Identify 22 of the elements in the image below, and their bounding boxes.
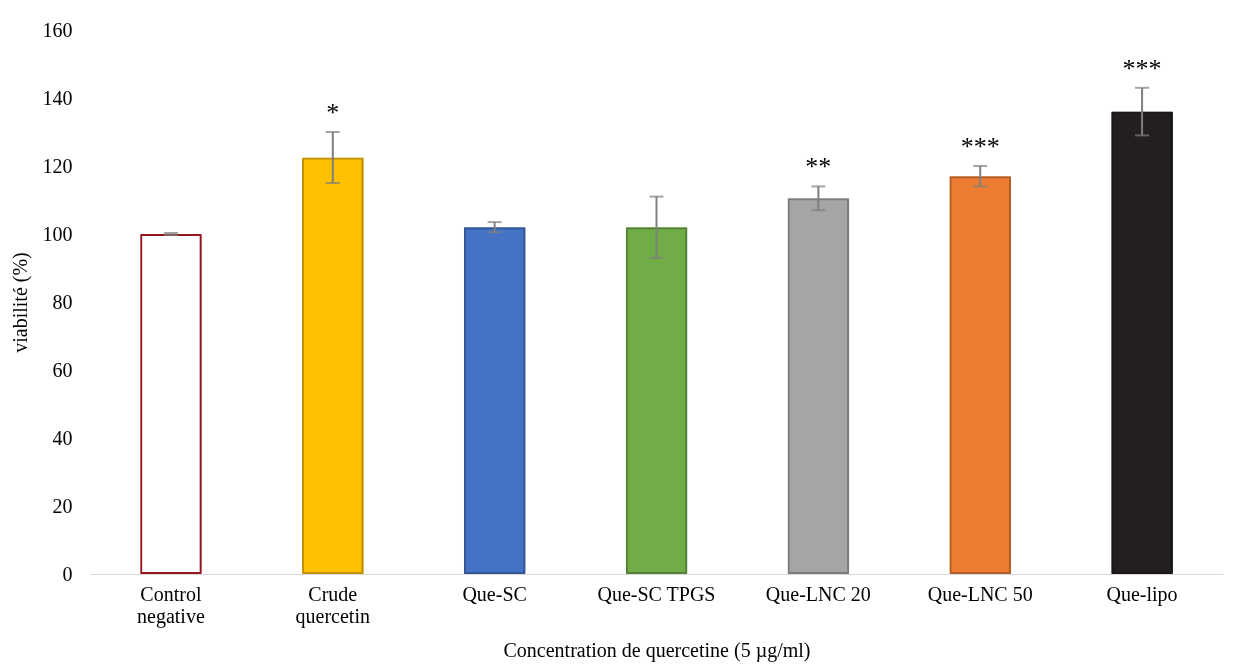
x-tick-label: Que-LNC 50 — [927, 582, 1033, 605]
y-tick-label: 140 — [42, 86, 73, 109]
x-tick-label: Que-SC — [462, 582, 527, 605]
annotation: *** — [960, 132, 1000, 161]
y-tick-label: 20 — [52, 494, 73, 517]
y-tick-label: 80 — [52, 290, 73, 313]
x-tick-label: Crude quercetin — [295, 582, 370, 628]
x-tick-label: Control negative — [137, 582, 205, 628]
annotation: *** — [1122, 53, 1162, 83]
y-tick-label: 40 — [52, 426, 73, 449]
y-tick-label: 0 — [62, 562, 73, 585]
x-tick-label: Que-LNC 20 — [765, 582, 871, 605]
x-tick-label: Que-SC TPGS — [597, 582, 716, 605]
annotation: ** — [805, 152, 832, 182]
annotation: * — [326, 98, 340, 127]
x-tick-label: Que-lipo — [1106, 582, 1178, 606]
x-axis-title: Concentration de quercetine (5 µg/ml) — [503, 638, 811, 662]
y-tick-label: 100 — [42, 222, 73, 245]
y-axis-title: viabilité (%) — [8, 252, 32, 353]
y-tick-label: 120 — [42, 154, 73, 177]
y-tick-label: 60 — [52, 358, 73, 381]
y-tick-label: 160 — [42, 18, 73, 41]
